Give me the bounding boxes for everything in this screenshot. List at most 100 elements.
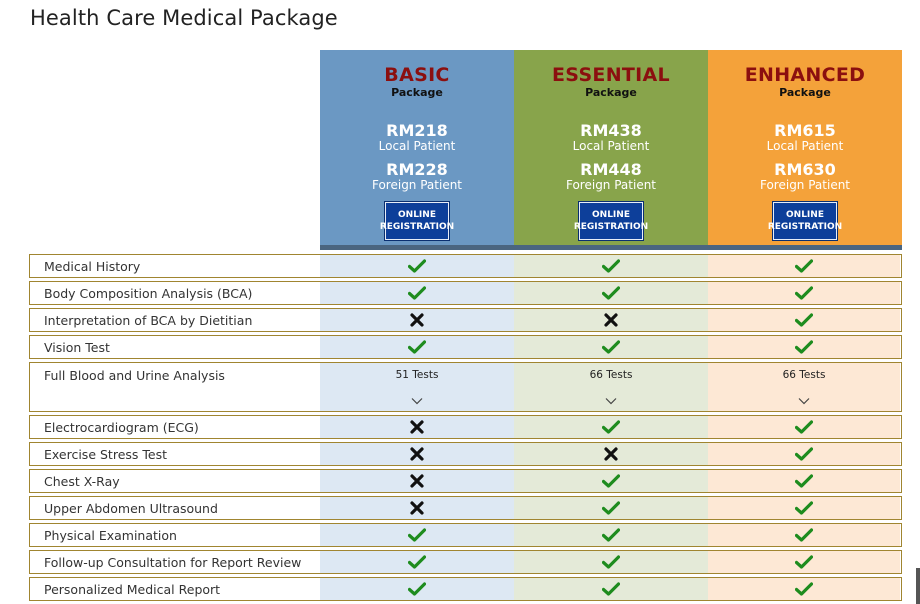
check-icon	[795, 447, 813, 461]
package-name: ESSENTIAL	[552, 64, 670, 86]
check-icon	[602, 501, 620, 515]
package-cell	[320, 578, 514, 600]
package-cell	[320, 336, 514, 358]
check-icon	[795, 420, 813, 434]
package-headers: BASIC Package RM218 Local Patient RM228 …	[320, 50, 902, 250]
package-cell: 66 Tests	[708, 363, 900, 411]
package-cell	[514, 578, 708, 600]
scrollbar[interactable]	[916, 568, 920, 604]
package-cell	[320, 255, 514, 277]
package-cell	[320, 416, 514, 438]
cross-icon	[604, 313, 618, 327]
check-icon	[408, 259, 426, 273]
feature-label: Follow-up Consultation for Report Review	[44, 554, 302, 570]
check-icon	[408, 286, 426, 300]
cross-icon	[410, 474, 424, 488]
online-registration-button-essential[interactable]: ONLINE REGISTRATION	[574, 202, 648, 240]
button-line: REGISTRATION	[767, 222, 843, 232]
check-icon	[602, 340, 620, 354]
check-icon	[795, 474, 813, 488]
package-cell	[708, 336, 900, 358]
button-line: REGISTRATION	[573, 222, 649, 232]
foreign-patient-label: Foreign Patient	[759, 178, 851, 192]
check-icon	[602, 286, 620, 300]
button-line: ONLINE	[786, 210, 824, 220]
online-registration-button-basic[interactable]: ONLINE REGISTRATION	[380, 202, 454, 240]
feature-label: Personalized Medical Report	[44, 581, 221, 597]
local-price: RM218	[386, 121, 448, 140]
button-line: REGISTRATION	[379, 222, 455, 232]
feature-label: Full Blood and Urine Analysis	[44, 368, 225, 383]
feature-label: Physical Examination	[44, 527, 177, 543]
feature-label: Exercise Stress Test	[44, 446, 167, 462]
check-icon	[795, 313, 813, 327]
cross-icon	[410, 447, 424, 461]
check-icon	[408, 582, 426, 596]
check-icon	[795, 286, 813, 300]
table-row: Upper Abdomen Ultrasound	[29, 496, 902, 520]
package-cell	[708, 578, 900, 600]
online-registration-button-enhanced[interactable]: ONLINE REGISTRATION	[768, 202, 842, 240]
package-cell	[514, 255, 708, 277]
foreign-price: RM448	[580, 160, 642, 179]
page-title: Health Care Medical Package	[30, 6, 338, 30]
check-icon	[795, 555, 813, 569]
table-row: Exercise Stress Test	[29, 442, 902, 466]
package-cell	[514, 470, 708, 492]
package-essential-header: ESSENTIAL Package RM438 Local Patient RM…	[514, 50, 708, 250]
package-subtitle: Package	[585, 86, 637, 99]
test-count: 66 Tests	[589, 369, 633, 381]
check-icon	[602, 259, 620, 273]
table-row: Interpretation of BCA by Dietitian	[29, 308, 902, 332]
check-icon	[408, 340, 426, 354]
package-cell	[320, 470, 514, 492]
check-icon	[602, 582, 620, 596]
check-icon	[602, 555, 620, 569]
package-cell	[320, 443, 514, 465]
cross-icon	[410, 501, 424, 515]
local-price: RM615	[774, 121, 836, 140]
package-cell	[708, 282, 900, 304]
check-icon	[795, 340, 813, 354]
local-price: RM438	[580, 121, 642, 140]
table-row: Vision Test	[29, 335, 902, 359]
package-cell	[514, 524, 708, 546]
package-cell	[514, 497, 708, 519]
check-icon	[602, 420, 620, 434]
package-cell	[708, 443, 900, 465]
package-cell: 51 Tests	[320, 363, 514, 411]
cross-icon	[410, 313, 424, 327]
feature-label: Body Composition Analysis (BCA)	[44, 285, 253, 301]
package-cell	[320, 282, 514, 304]
cross-icon	[604, 447, 618, 461]
local-patient-label: Local Patient	[766, 139, 844, 153]
foreign-patient-label: Foreign Patient	[371, 178, 463, 192]
package-cell	[514, 551, 708, 573]
feature-label: Interpretation of BCA by Dietitian	[44, 312, 253, 328]
table-row: Chest X-Ray	[29, 469, 902, 493]
check-icon	[795, 582, 813, 596]
table-row: Body Composition Analysis (BCA)	[29, 281, 902, 305]
check-icon	[408, 528, 426, 542]
feature-label: Chest X-Ray	[44, 473, 120, 489]
feature-label: Upper Abdomen Ultrasound	[44, 500, 218, 516]
package-cell	[514, 336, 708, 358]
package-cell	[708, 551, 900, 573]
package-cell	[708, 470, 900, 492]
cross-icon	[410, 420, 424, 434]
package-cell	[320, 524, 514, 546]
foreign-price: RM228	[386, 160, 448, 179]
chevron-down-icon[interactable]	[411, 397, 423, 405]
button-line: ONLINE	[592, 210, 630, 220]
chevron-down-icon[interactable]	[798, 397, 810, 405]
foreign-patient-label: Foreign Patient	[565, 178, 657, 192]
check-icon	[602, 528, 620, 542]
package-name: BASIC	[384, 64, 450, 86]
chevron-down-icon[interactable]	[605, 397, 617, 405]
package-cell	[708, 497, 900, 519]
package-enhanced-header: ENHANCED Package RM615 Local Patient RM6…	[708, 50, 902, 250]
button-line: ONLINE	[398, 210, 436, 220]
check-icon	[602, 474, 620, 488]
expandable-table-row[interactable]: Full Blood and Urine Analysis 51 Tests 66 …	[29, 362, 902, 412]
package-cell	[708, 255, 900, 277]
